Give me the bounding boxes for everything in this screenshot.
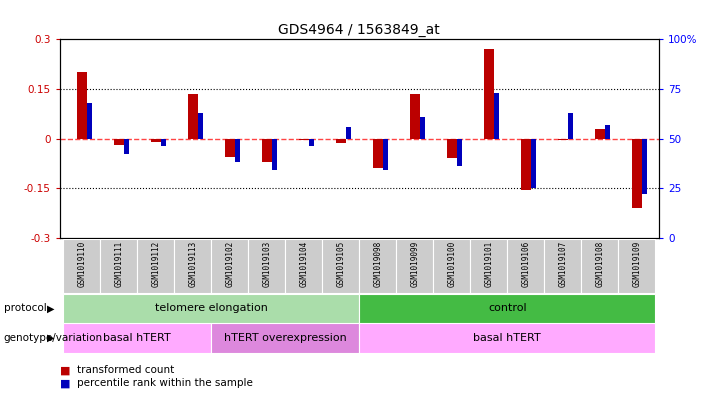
Bar: [63, 294, 359, 323]
Text: GSM1019101: GSM1019101: [484, 241, 494, 287]
Bar: [433, 239, 470, 293]
Bar: [373, 138, 383, 168]
Bar: [308, 138, 313, 147]
Text: GSM1019107: GSM1019107: [558, 241, 567, 287]
Bar: [151, 138, 161, 142]
Bar: [521, 138, 531, 190]
Text: telomere elongation: telomere elongation: [155, 303, 268, 313]
Text: GSM1019113: GSM1019113: [189, 241, 197, 287]
Text: genotype/variation: genotype/variation: [4, 333, 102, 343]
Bar: [605, 125, 610, 138]
Text: hTERT overexpression: hTERT overexpression: [224, 333, 346, 343]
Bar: [285, 239, 322, 293]
Bar: [63, 323, 211, 353]
Bar: [272, 138, 277, 170]
Text: transformed count: transformed count: [77, 365, 175, 375]
Bar: [299, 138, 309, 140]
Bar: [447, 138, 457, 158]
Bar: [235, 138, 240, 162]
Bar: [114, 138, 124, 145]
Bar: [632, 138, 642, 208]
Text: GSM1019109: GSM1019109: [632, 241, 641, 287]
Text: control: control: [488, 303, 526, 313]
Text: ■: ■: [60, 378, 70, 388]
Bar: [359, 294, 655, 323]
Bar: [594, 129, 605, 138]
Text: ▶: ▶: [47, 333, 55, 343]
Bar: [63, 239, 100, 293]
Bar: [420, 117, 425, 138]
Bar: [137, 239, 175, 293]
Bar: [494, 93, 498, 138]
Bar: [457, 138, 461, 166]
Text: GSM1019103: GSM1019103: [262, 241, 271, 287]
Bar: [396, 239, 433, 293]
Bar: [175, 239, 211, 293]
Text: GSM1019106: GSM1019106: [522, 241, 530, 287]
Bar: [641, 138, 646, 194]
Bar: [248, 239, 285, 293]
Text: basal hTERT: basal hTERT: [104, 333, 171, 343]
Bar: [359, 323, 655, 353]
Bar: [124, 138, 128, 154]
Text: GSM1019098: GSM1019098: [373, 241, 382, 287]
Text: basal hTERT: basal hTERT: [473, 333, 541, 343]
Bar: [531, 138, 536, 188]
Text: GSM1019104: GSM1019104: [299, 241, 308, 287]
Bar: [161, 138, 165, 147]
Bar: [568, 113, 573, 138]
Bar: [618, 239, 655, 293]
Bar: [359, 239, 396, 293]
Bar: [198, 113, 203, 138]
Text: protocol: protocol: [4, 303, 46, 313]
Text: GSM1019112: GSM1019112: [151, 241, 161, 287]
Bar: [322, 239, 359, 293]
Bar: [100, 239, 137, 293]
Text: GSM1019110: GSM1019110: [77, 241, 86, 287]
Bar: [470, 239, 508, 293]
Bar: [508, 239, 544, 293]
Text: GSM1019111: GSM1019111: [114, 241, 123, 287]
Text: GSM1019100: GSM1019100: [447, 241, 456, 287]
Bar: [211, 323, 359, 353]
Text: GSM1019105: GSM1019105: [336, 241, 346, 287]
Bar: [581, 239, 618, 293]
Bar: [224, 138, 235, 157]
Text: percentile rank within the sample: percentile rank within the sample: [77, 378, 253, 388]
Bar: [409, 94, 420, 138]
Bar: [336, 138, 346, 143]
Text: ▶: ▶: [47, 303, 55, 313]
Bar: [346, 127, 350, 138]
Bar: [261, 138, 272, 162]
Text: ■: ■: [60, 365, 70, 375]
Text: GSM1019102: GSM1019102: [225, 241, 234, 287]
Bar: [188, 94, 198, 138]
Bar: [383, 138, 388, 170]
Bar: [76, 72, 87, 138]
Bar: [211, 239, 248, 293]
Bar: [557, 138, 568, 140]
Text: GSM1019108: GSM1019108: [595, 241, 604, 287]
Bar: [484, 49, 494, 138]
Bar: [87, 103, 92, 138]
Bar: [544, 239, 581, 293]
Title: GDS4964 / 1563849_at: GDS4964 / 1563849_at: [278, 23, 440, 37]
Text: GSM1019099: GSM1019099: [410, 241, 419, 287]
